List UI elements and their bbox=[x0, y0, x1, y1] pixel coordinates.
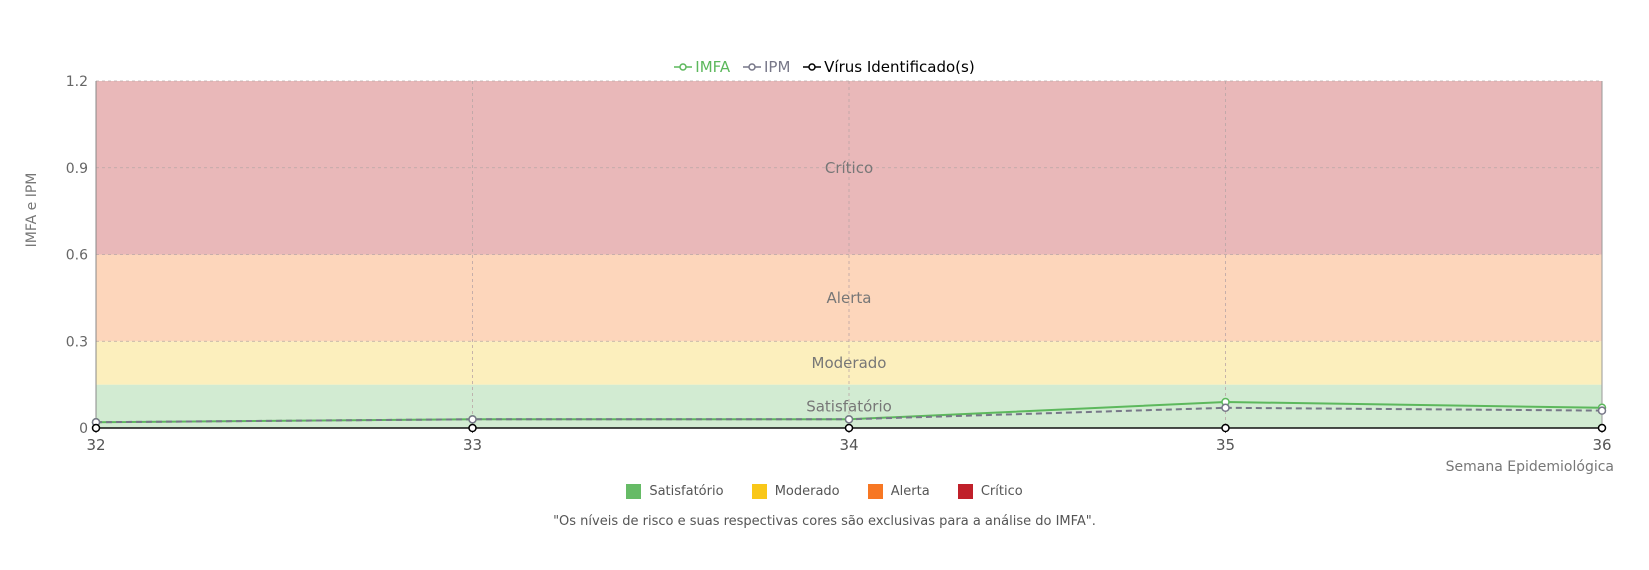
swatch-satisfatorio bbox=[626, 484, 642, 499]
x-tick-label: 35 bbox=[1216, 436, 1235, 454]
series-1-point-2 bbox=[844, 415, 854, 424]
legend-item-imfa[interactable]: IMFA bbox=[674, 58, 730, 76]
risk-legend-label: Crítico bbox=[980, 484, 1023, 499]
band-label-0: Satisfatório bbox=[806, 397, 892, 415]
tick-labels: 0 0.3 0.6 0.9 1.2 32 33 34 35 36 bbox=[66, 74, 1612, 454]
risk-legend-item-moderado: Moderado bbox=[751, 484, 840, 499]
x-tick-label: 34 bbox=[839, 436, 858, 454]
y-tick-label: 0 bbox=[79, 421, 88, 437]
legend-marker-virus bbox=[803, 63, 822, 71]
series-1-point-1 bbox=[468, 415, 477, 424]
series-2-point-0 bbox=[91, 423, 101, 433]
band-labels: Satisfatório Moderado Alerta Crítico bbox=[806, 159, 892, 416]
series-2-point-3 bbox=[1221, 423, 1230, 433]
band-label-2: Alerta bbox=[827, 289, 872, 307]
risk-legend-item-critico: Crítico bbox=[957, 484, 1023, 499]
legend-label-virus: Vírus Identificado(s) bbox=[824, 58, 975, 76]
risk-legend-label: Satisfatório bbox=[649, 484, 724, 499]
legend-label-imfa: IMFA bbox=[695, 58, 731, 76]
series-2-point-2 bbox=[844, 423, 854, 433]
legend-item-virus[interactable]: Vírus Identificado(s) bbox=[803, 58, 975, 76]
band-label-1: Moderado bbox=[812, 354, 887, 372]
swatch-moderado bbox=[751, 484, 767, 499]
risk-legend-label: Moderado bbox=[774, 484, 840, 499]
risk-legend-item-satisfatorio: Satisfatório bbox=[626, 484, 724, 499]
y-axis-label: IMFA e IPM bbox=[24, 172, 40, 248]
risk-bands bbox=[96, 81, 1602, 428]
y-tick-label: 0.6 bbox=[66, 248, 88, 264]
y-tick-label: 1.2 bbox=[66, 74, 88, 90]
series-1-point-3 bbox=[1221, 403, 1230, 413]
legend-marker-ipm bbox=[742, 63, 761, 71]
grid-lines bbox=[96, 80, 1602, 428]
band-label-3: Crítico bbox=[825, 159, 873, 177]
x-tick-label: 32 bbox=[86, 436, 105, 454]
series-1-point-4 bbox=[1597, 406, 1607, 415]
x-tick-label: 36 bbox=[1592, 436, 1611, 454]
series-points bbox=[91, 397, 1607, 433]
x-axis-label: Semana Epidemiológica bbox=[1445, 459, 1614, 475]
y-tick-label: 0.3 bbox=[66, 334, 88, 350]
legend-marker-imfa bbox=[674, 63, 693, 71]
risk-legend-item-alerta: Alerta bbox=[867, 484, 930, 499]
risk-legend: Satisfatório Moderado Alerta Crítico bbox=[0, 484, 1649, 503]
swatch-critico bbox=[957, 484, 973, 499]
y-tick-label: 0.9 bbox=[66, 161, 88, 177]
swatch-alerta bbox=[867, 484, 883, 499]
legend-label-ipm: IPM bbox=[763, 58, 791, 76]
series-legend: IMFA IPM Vírus Identificado(s) bbox=[0, 58, 1649, 76]
footnote: "Os níveis de risco e suas respectivas c… bbox=[553, 514, 1096, 529]
risk-legend-label: Alerta bbox=[890, 484, 930, 499]
series-2-point-4 bbox=[1597, 423, 1607, 433]
x-tick-label: 33 bbox=[463, 436, 482, 454]
legend-item-ipm[interactable]: IPM bbox=[742, 58, 791, 76]
series-2-point-1 bbox=[468, 423, 477, 433]
